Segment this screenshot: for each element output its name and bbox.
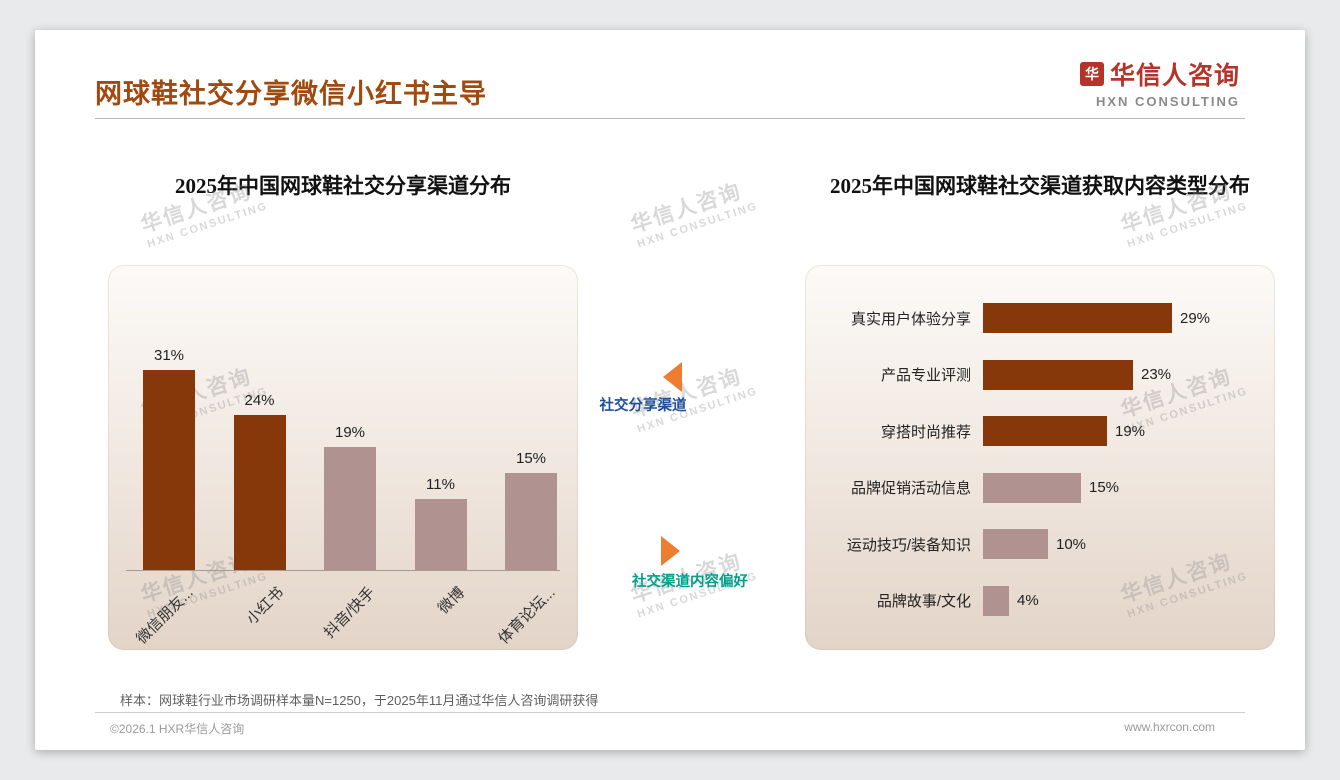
- bar: [143, 370, 195, 570]
- category-label: 运动技巧/装备知识: [846, 536, 971, 554]
- bar-row: 穿搭时尚推荐 19%: [805, 411, 1275, 451]
- sample-note: 样本：网球鞋行业市场调研样本量N=1250，于2025年11月通过华信人咨询调研…: [120, 693, 599, 708]
- category-label: 真实用户体验分享: [850, 310, 971, 328]
- footer-url: www.hxrcon.com: [1124, 720, 1215, 734]
- logo-icon: 华: [1079, 62, 1104, 86]
- bar: [983, 303, 1172, 333]
- footer-copyright: ©2026.1 HXR华信人咨询: [110, 722, 245, 736]
- bar-row: 运动技巧/装备知识 10%: [805, 524, 1275, 564]
- bar-value-label: 10%: [1056, 535, 1087, 553]
- watermark-subtitle: HXN CONSULTING: [635, 200, 760, 251]
- bar-value-label: 15%: [1089, 479, 1120, 496]
- logo-subtitle: HXN CONSULTING: [1095, 94, 1240, 109]
- bar-value-label: 15%: [515, 450, 547, 467]
- watermark-name: 华信人咨询: [628, 179, 745, 238]
- bar: [983, 416, 1107, 446]
- x-axis-label: 体育论坛...: [495, 584, 560, 648]
- left-chart-title: 2025年中国网球鞋社交分享渠道分布: [175, 174, 511, 198]
- bar-row: 产品专业评测 23%: [805, 355, 1275, 395]
- bar-row: 真实用户体验分享 29%: [805, 298, 1275, 338]
- bar-value-label: 11%: [426, 476, 455, 493]
- bar-value-label: 31%: [153, 347, 185, 364]
- bar: [983, 359, 1133, 390]
- bar-row: 品牌促销活动信息 15%: [805, 468, 1275, 508]
- slide-title: 网球鞋社交分享微信小红书主导: [95, 79, 487, 109]
- watermark-subtitle: HXN CONSULTING: [1125, 200, 1250, 251]
- right-triangle-icon: [661, 536, 680, 566]
- bar-value-label: 4%: [1017, 592, 1039, 609]
- bar-row: 品牌故事/文化 4%: [805, 581, 1275, 621]
- bar: [505, 473, 557, 570]
- right-chart-title: 2025年中国网球鞋社交渠道获取内容类型分布: [830, 174, 1250, 198]
- bar-value-label: 23%: [1141, 366, 1172, 383]
- bar: [983, 585, 1009, 616]
- x-axis-label: 微信朋友...: [133, 584, 198, 648]
- category-label: 品牌故事/文化: [876, 593, 971, 610]
- category-label: 品牌促销活动信息: [850, 480, 971, 497]
- bar-value-label: 19%: [1115, 422, 1146, 440]
- category-label: 产品专业评测: [880, 367, 971, 384]
- bar: [983, 472, 1081, 503]
- left-triangle-icon: [663, 362, 682, 392]
- content-preference-label: 社交渠道内容偏好: [632, 574, 748, 590]
- header-divider: [95, 118, 1245, 119]
- x-axis-label: 微博: [435, 584, 469, 618]
- logo-row: 华 华信人咨询: [1079, 56, 1240, 92]
- logo-name: 华信人咨询: [1109, 62, 1240, 90]
- watermark-subtitle: HXN CONSULTING: [145, 200, 270, 251]
- vertical-bar-chart: 31% 微信朋友... 24% 小红书 19% 抖音/快手 11% 微博 15% 体育论坛...: [108, 265, 578, 650]
- watermark: 华信人咨询 HXN CONSULTING: [627, 172, 760, 251]
- bar: [324, 447, 376, 570]
- bar-value-label: 19%: [334, 424, 366, 441]
- x-axis-line: [126, 570, 560, 571]
- bar: [233, 415, 286, 570]
- x-axis-label: 抖音/快手: [320, 584, 379, 642]
- logo: 华 华信人咨询 HXN CONSULTING: [1079, 56, 1240, 109]
- bar-value-label: 24%: [244, 392, 275, 409]
- share-channel-label: 社交分享渠道: [599, 398, 687, 414]
- slide: 网球鞋社交分享微信小红书主导 华 华信人咨询 HXN CONSULTING 20…: [35, 30, 1305, 750]
- bar: [414, 499, 467, 570]
- category-label: 穿搭时尚推荐: [880, 423, 971, 441]
- bar: [983, 529, 1048, 559]
- footer-divider: [95, 712, 1245, 713]
- horizontal-bar-chart: 真实用户体验分享 29% 产品专业评测 23% 穿搭时尚推荐 19% 品牌促销活动信息 15%…: [805, 265, 1275, 650]
- x-axis-label: 小红书: [243, 584, 288, 628]
- bar-value-label: 29%: [1180, 309, 1211, 327]
